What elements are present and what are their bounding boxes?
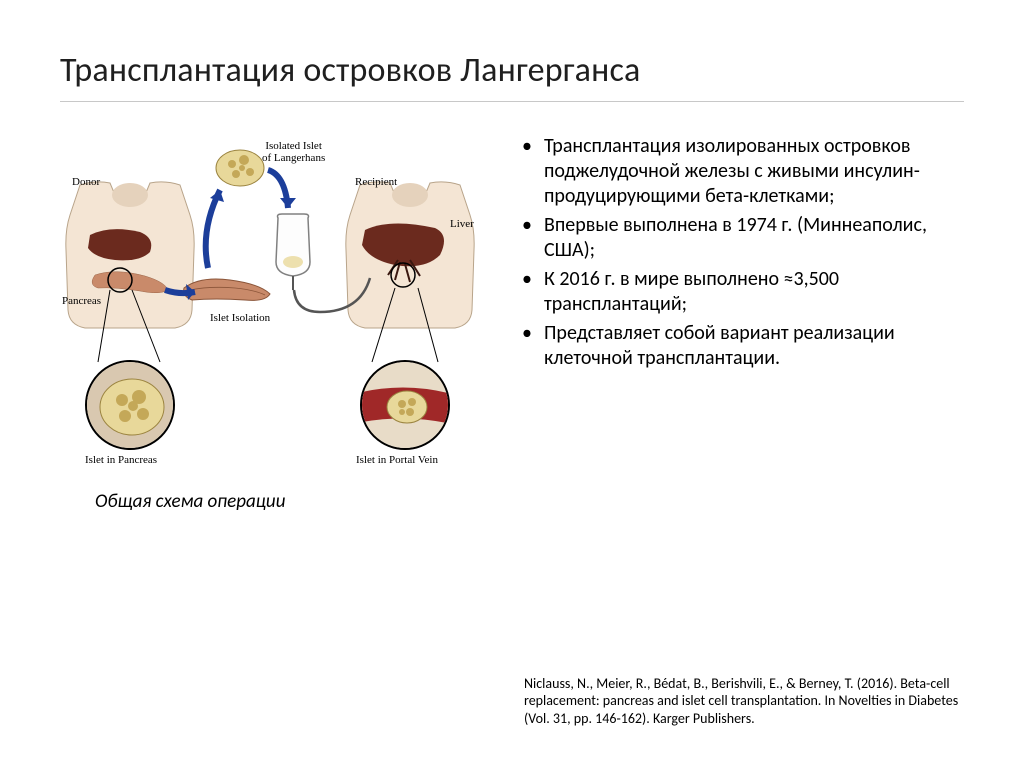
islet-in-vein-zoom xyxy=(360,360,450,450)
bullet-item: К 2016 г. в мире выполнено ≈3,500 трансп… xyxy=(544,267,964,317)
label-islet-isolation: Islet Isolation xyxy=(210,312,270,324)
process-diagram: Donor Recipient Isolated Islet of Langer… xyxy=(60,140,490,460)
donor-torso xyxy=(60,180,200,330)
bullet-list: Трансплантация изолированных островков п… xyxy=(520,134,964,371)
islet-in-pancreas-zoom xyxy=(85,360,175,450)
isolated-islet-icon xyxy=(210,140,270,190)
recipient-torso xyxy=(340,180,480,330)
slide-title: Трансплантация островков Лангерганса xyxy=(60,50,964,102)
label-donor: Donor xyxy=(72,176,100,188)
citation-text: Niclauss, N., Meier, R., Bédat, B., Beri… xyxy=(524,675,964,728)
label-islet-portal: Islet in Portal Vein xyxy=(356,454,438,466)
label-isolated-islet: Isolated Islet of Langerhans xyxy=(262,140,325,164)
bullet-item: Впервые выполнена в 1974 г. (Миннеаполис… xyxy=(544,213,964,263)
content-row: Donor Recipient Isolated Islet of Langer… xyxy=(60,130,964,513)
isolated-pancreas-icon xyxy=(180,270,275,308)
label-islet-pancreas: Islet in Pancreas xyxy=(85,454,157,466)
iv-bag-icon xyxy=(268,212,318,288)
label-liver: Liver xyxy=(450,218,474,230)
label-recipient: Recipient xyxy=(355,176,397,188)
diagram-column: Donor Recipient Isolated Islet of Langer… xyxy=(60,130,490,513)
bullets-column: Трансплантация изолированных островков п… xyxy=(520,130,964,375)
label-pancreas: Pancreas xyxy=(62,295,101,307)
bullet-item: Трансплантация изолированных островков п… xyxy=(544,134,964,209)
bullet-item: Представляет собой вариант реализации кл… xyxy=(544,321,964,371)
diagram-caption: Общая схема операции xyxy=(60,490,490,513)
